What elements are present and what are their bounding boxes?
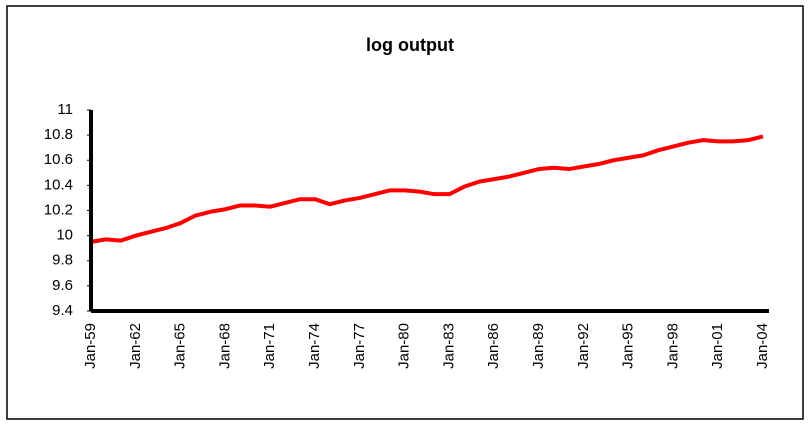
x-tick-label: Jan-62	[127, 323, 144, 369]
y-tick-label: 10	[56, 227, 73, 244]
x-tick-label: Jan-65	[172, 323, 189, 369]
y-tick-label: 10.4	[44, 176, 73, 193]
line	[90, 134, 764, 244]
chart-border	[6, 5, 804, 420]
x-tick-label: Jan-86	[485, 323, 502, 369]
x-tick-label: Jan-89	[530, 323, 547, 369]
y-tick-label: 10.6	[44, 151, 73, 168]
chart-title: log output	[366, 35, 454, 55]
y-tick-label: 11	[57, 101, 73, 118]
y-tick-label: 10.2	[44, 201, 73, 218]
x-tick-label: Jan-95	[620, 323, 637, 369]
x-tick-label: Jan-68	[216, 323, 233, 369]
y-tick-label: 9.4	[52, 302, 73, 319]
x-tick-label: Jan-01	[709, 323, 726, 369]
x-tick-label: Jan-83	[440, 323, 457, 369]
x-tick-label: Jan-77	[351, 323, 368, 369]
x-tick-label: Jan-59	[82, 323, 99, 369]
x-tick-label: Jan-92	[575, 323, 592, 369]
y-tick-label: 9.6	[52, 277, 73, 294]
x-tick-label: Jan-74	[306, 323, 323, 369]
x-tick-label: Jan-98	[664, 323, 681, 369]
x-tick-label: Jan-04	[754, 323, 771, 369]
y-tick-label: 10.8	[44, 126, 73, 143]
x-tick-label: Jan-71	[261, 323, 278, 369]
x-tick-label: Jan-80	[396, 323, 413, 369]
y-tick-label: 9.8	[52, 252, 73, 269]
